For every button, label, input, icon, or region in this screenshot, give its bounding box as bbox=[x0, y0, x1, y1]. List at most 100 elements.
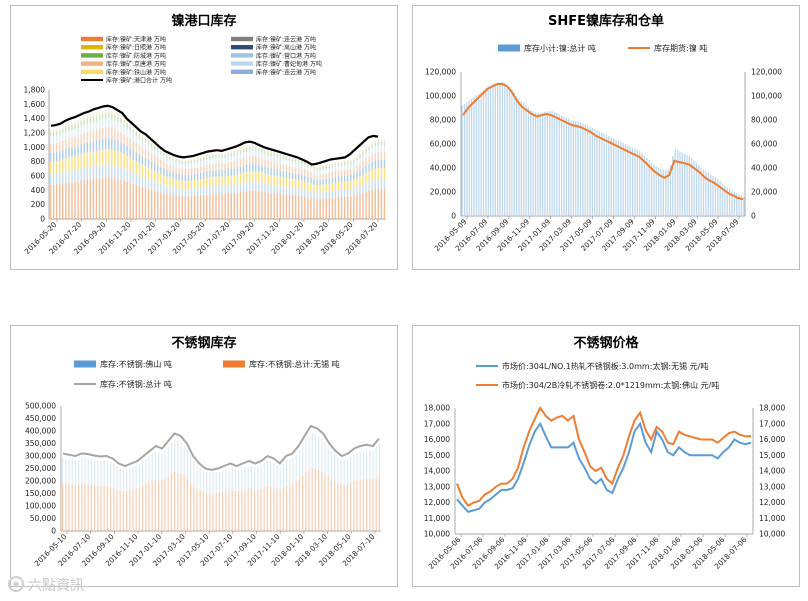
legend-swatch bbox=[81, 36, 103, 42]
y-tick-label: 13,000 bbox=[424, 482, 450, 491]
y-tick-label: 12,000 bbox=[424, 498, 450, 507]
legend-swatch bbox=[81, 61, 103, 66]
legend-label: 库存:镍矿:连云港 万吨 bbox=[256, 36, 316, 44]
y-tick-label: 40,000 bbox=[430, 164, 456, 173]
legend-label: 库存:镍矿:京唐港 万吨 bbox=[106, 60, 166, 68]
chart-title: 镍港口库存 bbox=[171, 14, 237, 29]
legend-swatch bbox=[231, 69, 253, 74]
y-tick-label: 100,000 bbox=[425, 92, 456, 101]
legend-swatch bbox=[223, 360, 245, 368]
y-tick-label: 450,000 bbox=[25, 414, 56, 423]
legend-label: 库存:镍矿:防城港 万吨 bbox=[106, 52, 166, 60]
y-tick-label: 400 bbox=[31, 186, 46, 195]
y-tick-label: 60,000 bbox=[751, 140, 777, 149]
legend-label: 库存:镍矿:营口港 万吨 bbox=[256, 52, 316, 60]
legend-label: 库存期货:镍 吨 bbox=[654, 43, 707, 53]
y-tick-label: 1,600 bbox=[24, 100, 46, 109]
y-tick-label: 0 bbox=[451, 212, 456, 221]
chart-title: 不锈钢库存 bbox=[171, 336, 237, 351]
y-tick-label: 40,000 bbox=[751, 164, 777, 173]
y-tick-label: 120,000 bbox=[425, 68, 456, 77]
y-tick-label: 18,000 bbox=[759, 404, 785, 413]
legend-label: 市场价:304L/NO.1热轧不锈钢板:3.0mm:太钢:无锡 元/吨 bbox=[502, 361, 708, 371]
y-tick-label: 0 bbox=[51, 527, 56, 536]
y-tick-label: 14,000 bbox=[424, 467, 450, 476]
y-tick-label: 10,000 bbox=[424, 530, 450, 539]
y-tick-label: 11,000 bbox=[424, 514, 450, 523]
y-tick-label: 100,000 bbox=[751, 92, 782, 101]
chart-title: SHFE镍库存和仓单 bbox=[547, 14, 664, 29]
chart-stainless-inventory: 库存:不锈钢:佛山 吨 库存:不锈钢:总计:无锡 吨库存:不锈钢:总计 吨 0 50,… bbox=[25, 359, 381, 568]
y-tick-label: 1,400 bbox=[24, 114, 46, 123]
y-tick-label: 600 bbox=[31, 172, 46, 181]
y-tick-label: 17,000 bbox=[424, 419, 450, 428]
legend-label: 库存:镍矿:港口合计 万吨 bbox=[106, 77, 172, 85]
y-tick-label: 1,200 bbox=[24, 129, 46, 138]
series-line-foshan bbox=[456, 406, 751, 508]
legend-label: 库存:不锈钢:总计:无锡 吨 bbox=[249, 359, 340, 369]
y-tick-label: 0 bbox=[751, 212, 756, 221]
y-tick-label: 15,000 bbox=[424, 451, 450, 460]
y-tick-label: 16,000 bbox=[424, 435, 450, 444]
legend-label: 库存:镍矿:铁山港 万吨 bbox=[106, 68, 166, 76]
chart-panel-stainless-price: 不锈钢价格 市场价:304L/NO.1热轧不锈钢板:3.0mm:太钢:无锡 元/… bbox=[412, 325, 800, 587]
y-tick-label: 16,000 bbox=[759, 435, 785, 444]
y-tick-label: 800 bbox=[31, 157, 46, 166]
y-tick-label: 500,000 bbox=[25, 402, 56, 411]
chart-shfe: 库存小计:镍:总计 吨 库存期货:镍 吨 0 20,000 40,000 60,000 80… bbox=[425, 43, 782, 253]
series-line-wuxi bbox=[456, 421, 752, 514]
chart-stainless-price: 市场价:304L/NO.1热轧不锈钢板:3.0mm:太钢:无锡 元/吨市场价:3… bbox=[424, 361, 786, 571]
legend-label: 库存:镍矿:天津港 万吨 bbox=[106, 36, 166, 44]
watermark-logo: 六點資訊 bbox=[6, 573, 116, 597]
chart-title: 不锈钢价格 bbox=[573, 336, 639, 351]
legend-label: 库存:镍矿:曹妃甸港 万吨 bbox=[256, 60, 322, 68]
legend-label: 库存:镍矿:连云港 万吨 bbox=[256, 68, 316, 76]
legend-label: 库存小计:镍:总计 吨 bbox=[524, 43, 596, 53]
legend-label: 库存:不锈钢:佛山 吨 bbox=[100, 359, 172, 369]
legend-swatch bbox=[498, 44, 520, 52]
y-tick-label: 1,000 bbox=[24, 143, 46, 152]
y-tick-label: 17,000 bbox=[759, 419, 785, 428]
chart-panel-nickel-port: 镍港口库存 库存:镍矿:天津港 万吨 库存:镍矿:连云港 万吨 库存:镍矿:日照港 … bbox=[10, 5, 398, 270]
y-tick-label: 13,000 bbox=[759, 482, 785, 491]
legend-label: 库存:不锈钢:总计 吨 bbox=[100, 379, 172, 389]
y-tick-label: 150,000 bbox=[25, 489, 56, 498]
y-tick-label: 14,000 bbox=[759, 467, 785, 476]
y-tick-label: 250,000 bbox=[25, 464, 56, 473]
legend-label: 库存:镍矿:日照港 万吨 bbox=[106, 44, 166, 52]
y-tick-label: 20,000 bbox=[430, 188, 456, 197]
series-line-futures bbox=[462, 83, 744, 201]
y-tick-label: 120,000 bbox=[751, 68, 782, 77]
legend-swatch bbox=[81, 69, 103, 74]
watermark-text: 六點資訊 bbox=[28, 578, 84, 594]
y-tick-label: 350,000 bbox=[25, 439, 56, 448]
y-tick-label: 50,000 bbox=[30, 514, 56, 523]
legend-swatch bbox=[81, 45, 103, 50]
legend-label: 库存:镍矿:岚山港 万吨 bbox=[256, 44, 316, 52]
series-line-total bbox=[50, 104, 379, 166]
y-tick-label: 200,000 bbox=[25, 477, 56, 486]
chart-panel-shfe: SHFE镍库存和仓单 库存小计:镍:总计 吨 库存期货:镍 吨 0 20,000 40,… bbox=[412, 5, 800, 270]
y-tick-label: 0 bbox=[40, 215, 45, 224]
y-tick-label: 18,000 bbox=[424, 404, 450, 413]
y-tick-label: 1,800 bbox=[24, 86, 46, 95]
y-tick-label: 80,000 bbox=[430, 116, 456, 125]
y-tick-label: 10,000 bbox=[759, 530, 785, 539]
y-tick-label: 200 bbox=[31, 200, 46, 209]
y-tick-label: 12,000 bbox=[759, 498, 785, 507]
legend-swatch bbox=[231, 45, 253, 50]
y-tick-label: 400,000 bbox=[25, 427, 56, 436]
y-tick-label: 100,000 bbox=[25, 502, 56, 511]
y-tick-label: 80,000 bbox=[751, 116, 777, 125]
logo-icon bbox=[8, 576, 24, 592]
y-tick-label: 20,000 bbox=[751, 188, 777, 197]
y-tick-label: 60,000 bbox=[430, 140, 456, 149]
series-line-total bbox=[62, 424, 380, 471]
legend-swatch bbox=[74, 360, 96, 368]
legend-swatch bbox=[231, 53, 253, 58]
legend-swatch bbox=[231, 36, 253, 42]
y-tick-label: 300,000 bbox=[25, 452, 56, 461]
legend-label: 市场价:304/2B冷轧不锈钢卷:2.0*1219mm:太钢:佛山 元/吨 bbox=[502, 380, 719, 390]
y-tick-label: 11,000 bbox=[759, 514, 785, 523]
